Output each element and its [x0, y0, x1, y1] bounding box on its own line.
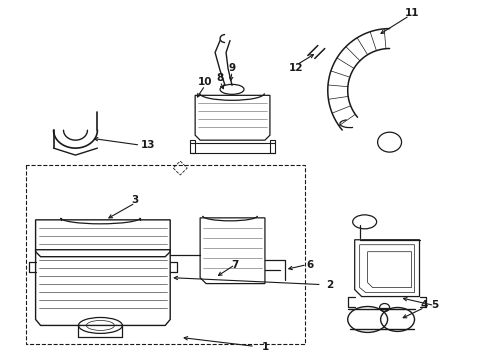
Text: 2: 2: [326, 280, 333, 289]
Text: 5: 5: [431, 300, 438, 310]
Text: 12: 12: [289, 63, 303, 73]
Text: 6: 6: [306, 260, 314, 270]
Text: 3: 3: [132, 195, 139, 205]
Text: 9: 9: [228, 63, 236, 73]
Text: 8: 8: [217, 73, 224, 84]
Text: 11: 11: [405, 8, 420, 18]
Text: 7: 7: [231, 260, 239, 270]
Text: 13: 13: [141, 140, 155, 150]
Text: 10: 10: [198, 77, 212, 87]
Text: 4: 4: [421, 300, 428, 310]
Text: 1: 1: [261, 342, 269, 352]
